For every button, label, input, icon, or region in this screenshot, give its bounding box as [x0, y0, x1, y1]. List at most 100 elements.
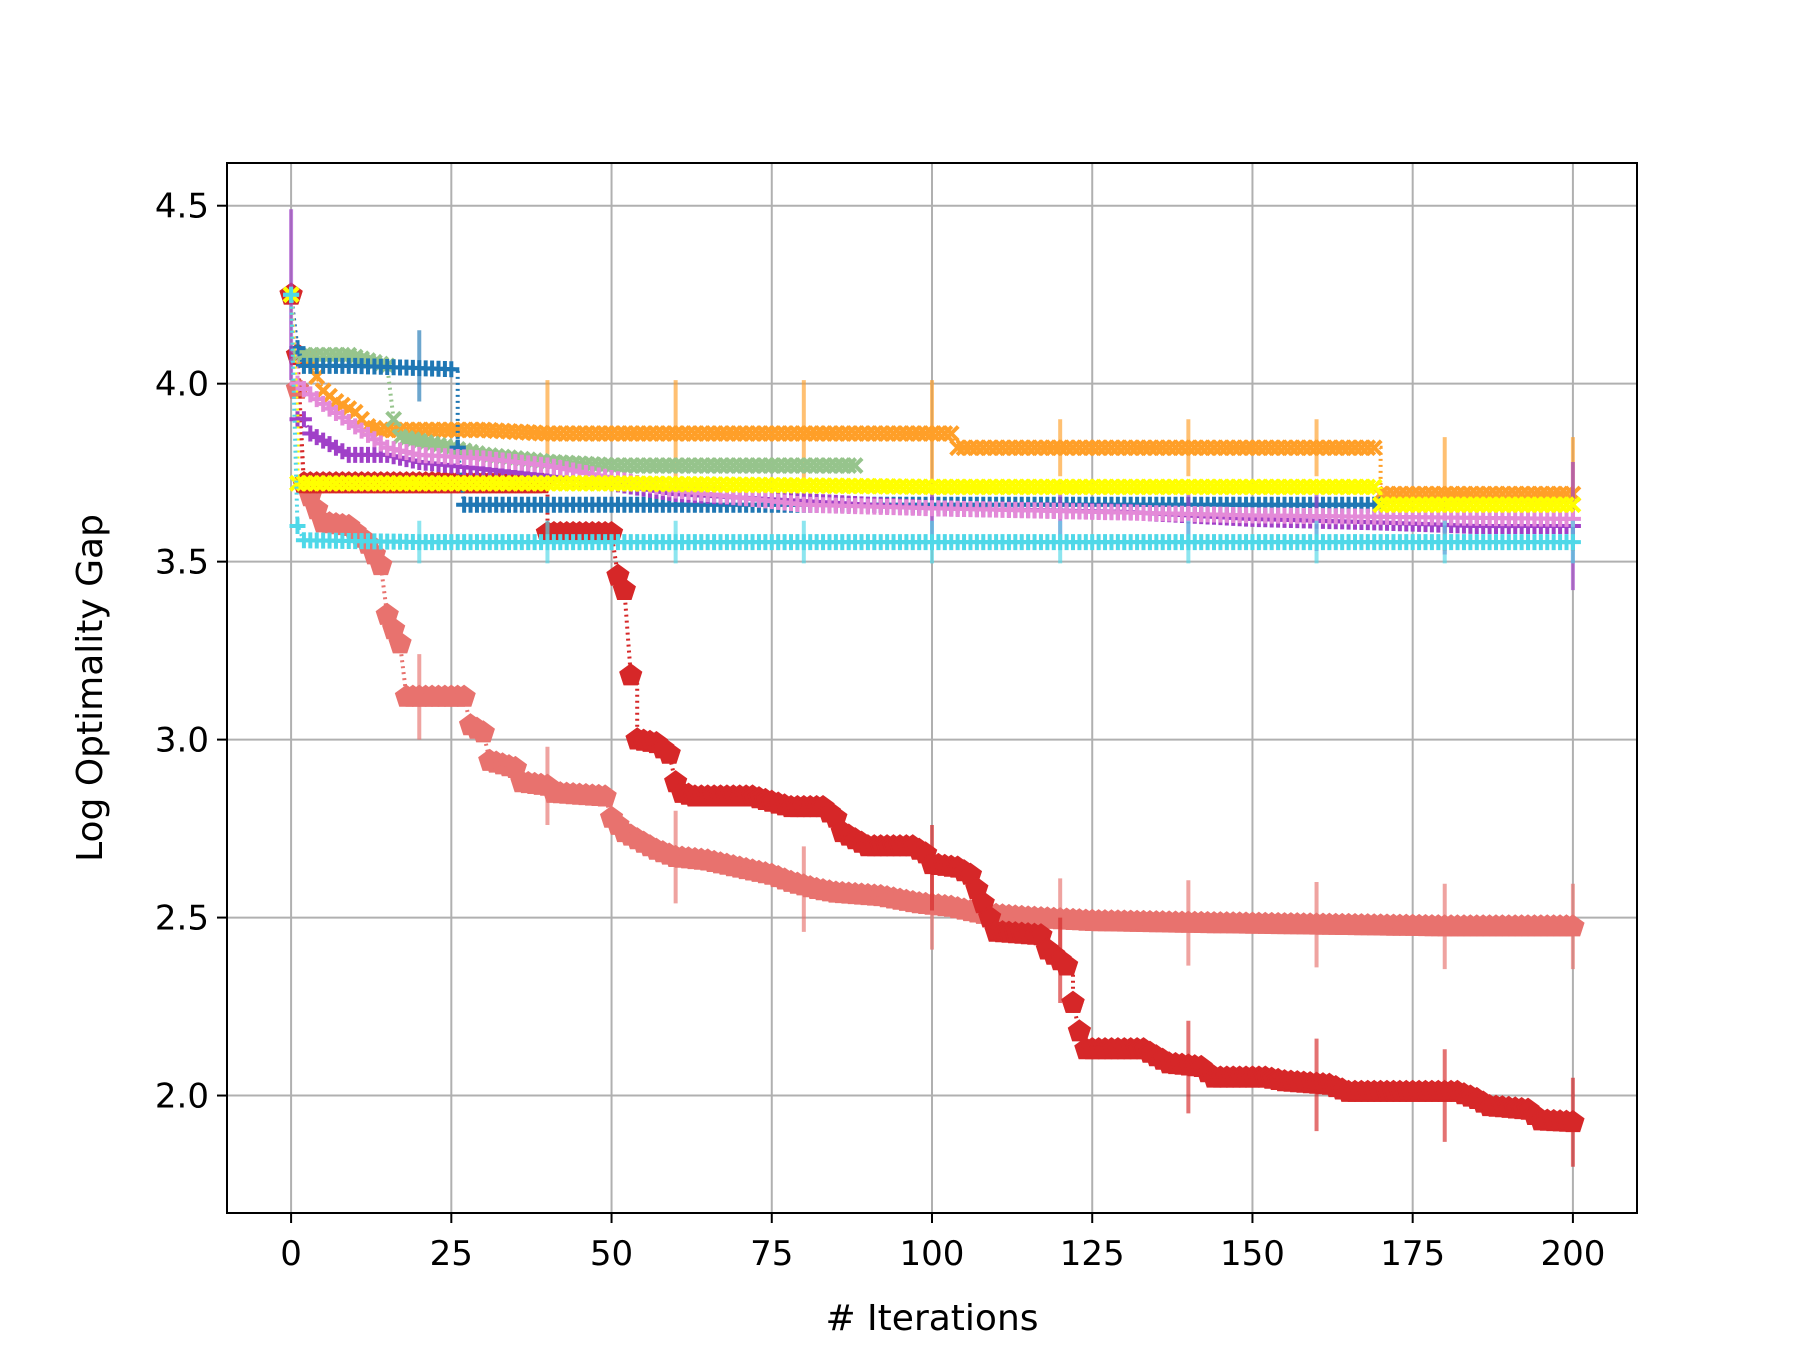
data-point: [782, 425, 800, 442]
data-point: [388, 631, 412, 654]
data-point: [660, 475, 678, 493]
data-point: [1564, 496, 1582, 514]
data-point: [673, 457, 691, 474]
data-point: [667, 457, 685, 474]
data-point: [673, 425, 691, 442]
data-point: [1051, 478, 1069, 496]
x-tick-label: 125: [1060, 1234, 1125, 1274]
data-point: [603, 474, 620, 492]
data-point: [949, 478, 967, 496]
data-point: [814, 425, 832, 442]
data-point: [827, 425, 845, 442]
data-point: [699, 425, 717, 442]
data-point: [680, 457, 697, 474]
data-point: [712, 476, 729, 493]
data-point: [1038, 478, 1056, 496]
data-point: [308, 474, 326, 492]
data-point: [673, 475, 691, 493]
data-point: [878, 477, 896, 495]
data-point: [795, 425, 813, 442]
data-point: [1141, 478, 1159, 496]
data-point: [1391, 496, 1409, 514]
data-point: [821, 477, 838, 495]
data-point: [1481, 496, 1499, 514]
data-point: [1000, 439, 1018, 457]
data-point: [295, 474, 313, 492]
data-point: [1115, 439, 1133, 457]
data-point: [1006, 478, 1024, 496]
data-point: [398, 474, 415, 492]
data-point: [962, 439, 979, 457]
data-point: [756, 476, 774, 494]
y-tick-label: 2.0: [155, 1077, 209, 1117]
data-point: [1179, 478, 1197, 496]
data-point: [1154, 439, 1172, 457]
data-point: [692, 425, 710, 442]
data-point: [1276, 439, 1293, 457]
data-point: [1455, 496, 1473, 514]
data-point: [539, 474, 556, 492]
data-point: [641, 425, 659, 442]
data-point: [1320, 439, 1338, 457]
data-point: [744, 425, 761, 442]
data-point: [1340, 439, 1358, 457]
data-point: [1199, 478, 1217, 496]
data-point: [821, 457, 838, 474]
data-point: [1513, 496, 1531, 514]
data-point: [369, 552, 393, 576]
data-point: [455, 474, 473, 492]
data-point: [471, 720, 495, 743]
data-point: [699, 457, 717, 474]
data-point: [423, 421, 441, 439]
data-point: [795, 457, 813, 474]
data-point: [1551, 496, 1569, 514]
data-point: [359, 474, 377, 492]
data-point: [897, 478, 915, 496]
data-point: [840, 477, 858, 495]
data-point: [622, 475, 640, 492]
data-point: [686, 457, 704, 474]
data-point: [840, 457, 858, 474]
data-point: [1519, 496, 1537, 514]
x-tick-label: 175: [1380, 1234, 1445, 1274]
data-point: [462, 421, 479, 439]
data-point: [1006, 439, 1024, 457]
series-1: [279, 282, 1585, 970]
data-point: [1135, 439, 1152, 457]
data-point: [346, 474, 364, 492]
data-point: [865, 477, 883, 495]
series-layer: [279, 209, 1585, 1167]
data-point: [1244, 478, 1261, 496]
data-point: [1314, 478, 1332, 496]
data-point: [827, 477, 845, 495]
data-point: [1109, 439, 1127, 457]
data-point: [1122, 439, 1140, 457]
data-point: [1019, 439, 1037, 457]
data-point: [821, 425, 838, 442]
y-tick-label: 2.5: [155, 899, 209, 939]
data-point: [1269, 478, 1287, 496]
data-point: [1378, 496, 1396, 514]
data-point: [1256, 478, 1274, 496]
data-point: [660, 425, 678, 442]
data-point: [654, 425, 672, 442]
data-point: [1359, 439, 1377, 457]
data-point: [1417, 496, 1434, 514]
data-point: [1365, 439, 1383, 457]
data-point: [1218, 478, 1236, 496]
data-point: [1090, 478, 1108, 496]
data-point: [1186, 439, 1204, 457]
data-point: [452, 684, 476, 707]
data-point: [1545, 496, 1563, 514]
data-point: [647, 425, 665, 442]
data-point: [692, 475, 710, 493]
data-point: [577, 425, 595, 442]
data-point: [795, 477, 813, 494]
data-point: [1013, 439, 1031, 457]
data-point: [1192, 439, 1210, 457]
data-point: [417, 421, 435, 439]
data-point: [981, 439, 999, 457]
data-point: [539, 425, 556, 442]
data-point: [1532, 496, 1550, 514]
